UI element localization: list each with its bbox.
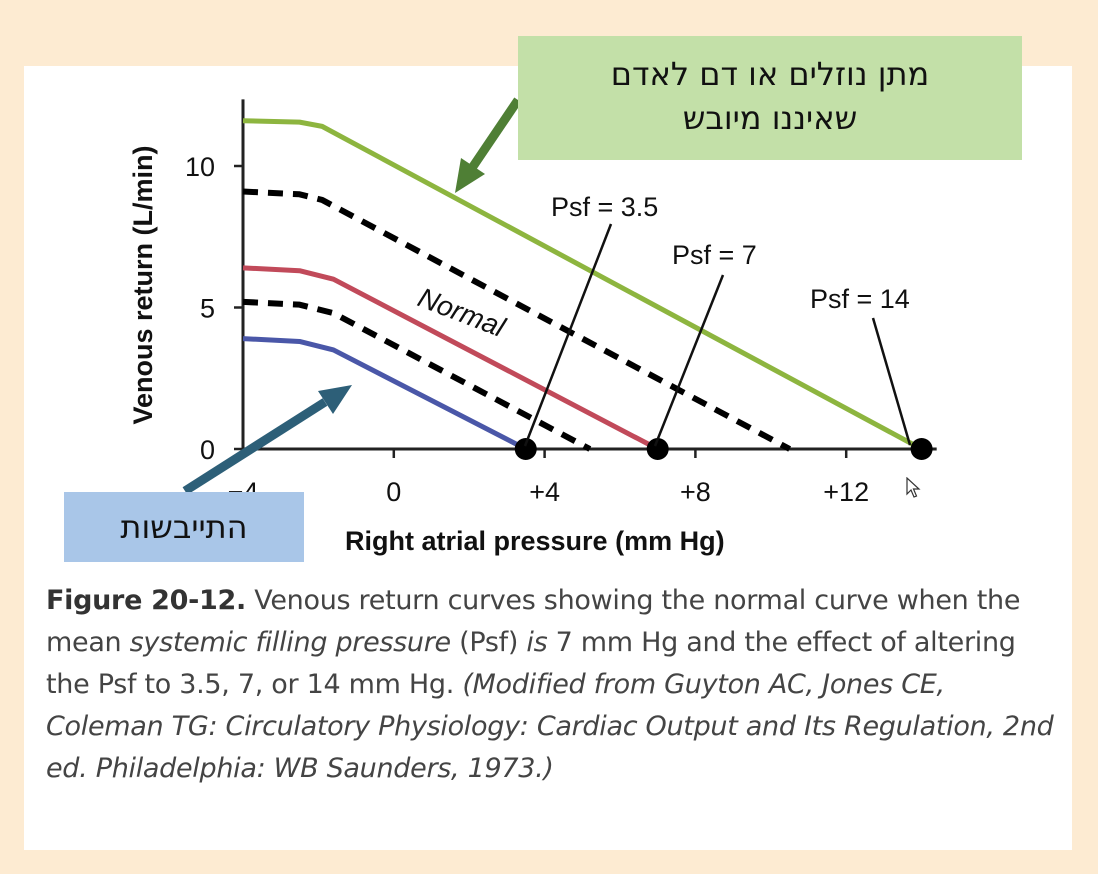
caption-term: systemic filling pressure xyxy=(129,627,452,658)
y-tick-label-2: 10 xyxy=(185,152,215,182)
x-tick-label-1: 0 xyxy=(386,477,401,507)
series-line-2 xyxy=(242,265,659,452)
note-green-line2: שאיננו מיובש xyxy=(682,99,858,137)
note-green-line1: מתן נוזלים או דם לאדם xyxy=(610,55,930,93)
psf-leader-7 xyxy=(653,274,725,447)
y-tick-label-0: 0 xyxy=(200,435,215,465)
green-arrow xyxy=(455,97,522,193)
series-line-4 xyxy=(242,336,527,452)
y-tick-label-1: 5 xyxy=(200,294,215,324)
figure-caption: Figure 20-12. Venous return curves showi… xyxy=(46,580,1056,790)
caption-is: is xyxy=(526,627,548,658)
x-tick-label-3: +8 xyxy=(680,477,711,507)
psf-label-3-5: Psf = 3.5 xyxy=(551,192,658,222)
mouse-cursor-icon xyxy=(906,477,921,498)
caption-text-3: 7 mm Hg and the effect of altering the P… xyxy=(46,627,1016,700)
x-axis-title: Right atrial pressure (mm Hg) xyxy=(345,526,725,556)
psf-leader-3-5 xyxy=(523,223,613,447)
caption-text-2: (Psf) xyxy=(450,627,527,658)
figure-number: Figure 20-12. xyxy=(46,585,246,616)
series-line-0 xyxy=(242,118,923,452)
content-panel xyxy=(24,66,1072,850)
blue-arrow xyxy=(182,385,352,495)
psf-point-2 xyxy=(910,438,933,460)
note-blue-text: התייבשות xyxy=(120,508,248,546)
note-dehydration: התייבשות xyxy=(64,492,304,562)
series-line-3 xyxy=(242,298,592,452)
y-axis-title: Venous return (L/min) xyxy=(128,145,158,424)
psf-point-1 xyxy=(646,438,669,460)
x-tick-label-4: +12 xyxy=(823,477,869,507)
psf-label-7: Psf = 7 xyxy=(672,240,757,270)
series-line-1 xyxy=(242,188,792,452)
x-tick-label-2: +4 xyxy=(529,477,560,507)
caption-text-1: Venous return curves showing the normal … xyxy=(46,585,1021,658)
psf-leader-14 xyxy=(871,317,912,446)
caption-citation: (Modified from Guyton AC, Jones CE, Cole… xyxy=(46,669,1054,784)
note-fluid-administration: מתן נוזלים או דם לאדם שאיננו מיובש xyxy=(518,36,1022,160)
psf-label-14: Psf = 14 xyxy=(810,284,910,314)
psf-point-0 xyxy=(514,438,537,460)
